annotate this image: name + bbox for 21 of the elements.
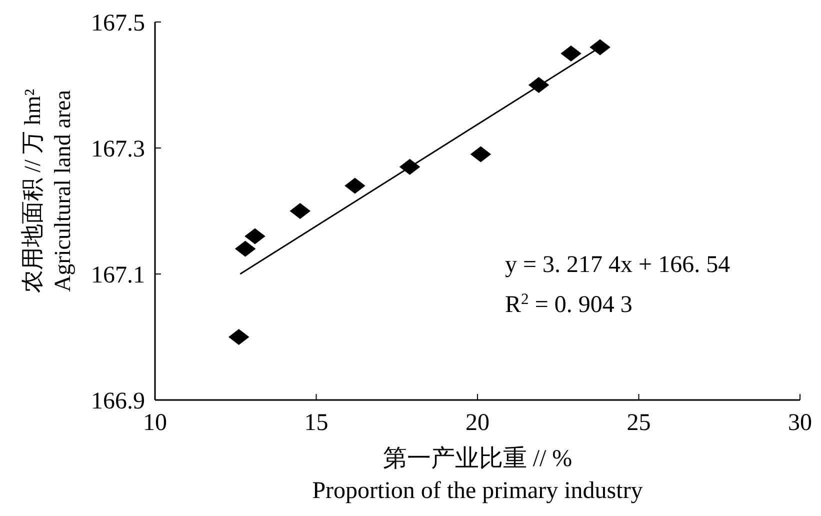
x-tick-label: 30: [788, 410, 812, 436]
y-tick-label: 167.1: [91, 262, 145, 288]
point: [560, 46, 582, 62]
y-axis-title: 农用地面积 // 万 hm² Agricultural land area: [20, 88, 75, 294]
x-tick-label: 15: [304, 410, 328, 436]
x-axis-title: 第一产业比重 // % Proportion of the primary industry: [312, 445, 643, 504]
point: [590, 39, 610, 56]
x-tick-label: 10: [143, 410, 167, 436]
point: [290, 203, 311, 219]
point: [244, 228, 266, 244]
y-tick-label: 166.9: [91, 388, 145, 414]
x-tick-label: 20: [466, 410, 490, 436]
x-tick-label: 25: [626, 410, 651, 436]
point: [344, 178, 366, 194]
annotation: R$^{2}$ = 0. 904 3: [505, 290, 632, 318]
y-tick-label: 167.3: [91, 136, 145, 162]
annotation: y = 3. 217 4x + 166. 54: [505, 252, 730, 278]
point: [234, 240, 256, 257]
point: [470, 146, 492, 162]
point: [228, 329, 250, 345]
y-tick-label: 167.5: [91, 10, 145, 36]
